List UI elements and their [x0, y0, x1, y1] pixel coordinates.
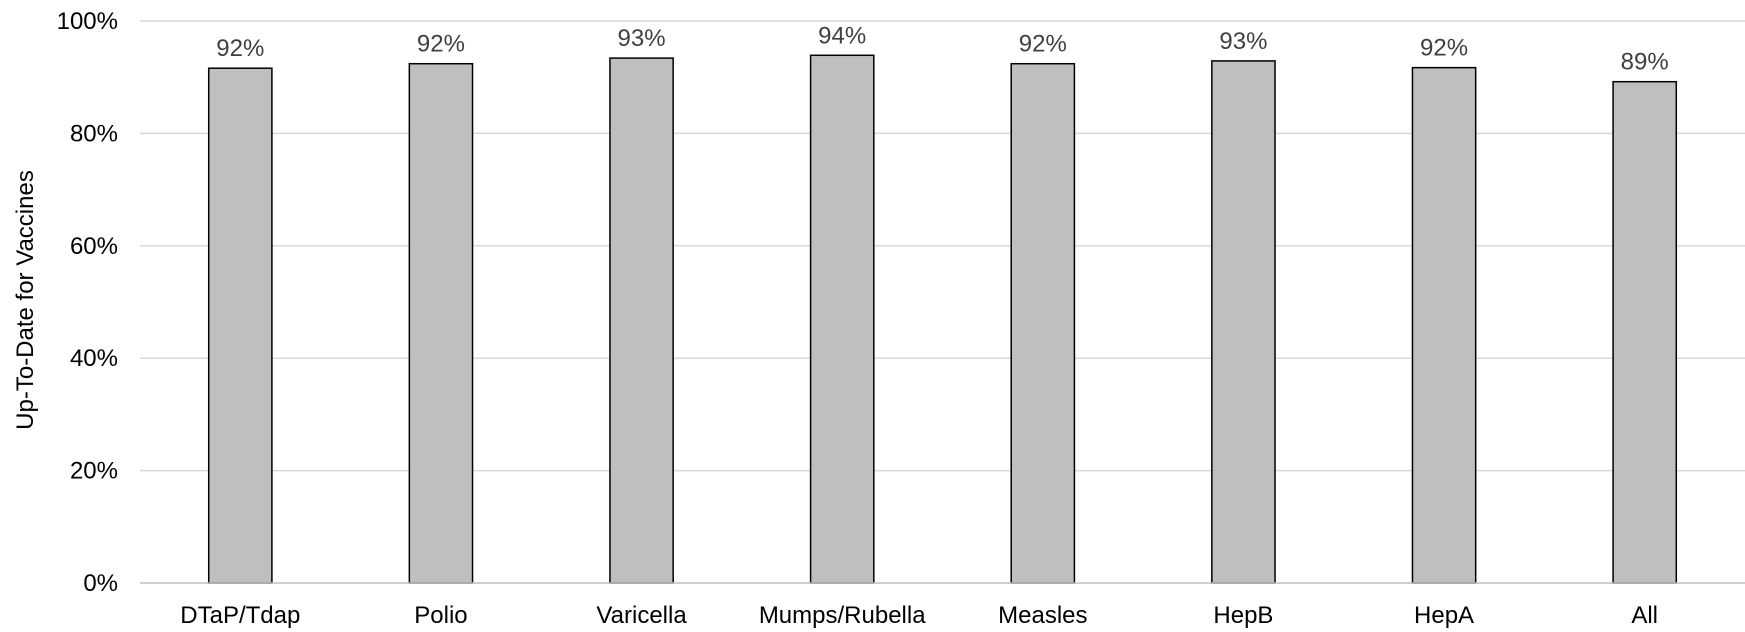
- x-category-label: All: [1631, 602, 1658, 629]
- bar: [1411, 66, 1477, 584]
- x-category-label: Measles: [998, 602, 1087, 629]
- x-category-label: Polio: [414, 602, 467, 629]
- y-tick-label: 100%: [57, 8, 118, 35]
- x-category-label: HepB: [1213, 602, 1273, 629]
- bar: [408, 62, 474, 584]
- bar: [1211, 60, 1276, 584]
- x-category-label: Varicella: [596, 602, 687, 629]
- y-tick-label: 40%: [70, 345, 118, 372]
- bar: [1612, 80, 1678, 584]
- data-labels: 92% 92% 93% 94% 92% 93% 92% 89%: [216, 22, 1668, 75]
- x-category-label: Mumps/Rubella: [759, 602, 926, 629]
- data-label: 94%: [818, 22, 866, 49]
- bar: [809, 54, 875, 584]
- data-label: 93%: [1219, 28, 1267, 55]
- data-label: 92%: [216, 35, 264, 62]
- gridlines: [140, 20, 1745, 472]
- y-tick-label: 0%: [83, 570, 118, 597]
- bar: [1010, 62, 1076, 584]
- x-category-label: DTaP/Tdap: [180, 602, 300, 629]
- x-category-label: HepA: [1414, 602, 1474, 629]
- data-label: 93%: [618, 25, 666, 52]
- bar: [207, 67, 273, 584]
- data-label: 89%: [1621, 49, 1669, 76]
- y-tick-label: 80%: [70, 120, 118, 147]
- data-label: 92%: [1420, 35, 1468, 62]
- y-tick-label: 60%: [70, 233, 118, 260]
- y-axis-title: Up-To-Date for Vaccines: [12, 170, 39, 430]
- data-label: 92%: [417, 31, 465, 58]
- y-tick-label: 20%: [70, 458, 118, 485]
- bar: [609, 57, 674, 584]
- bars: [207, 54, 1678, 584]
- x-axis-category-labels: DTaP/Tdap Polio Varicella Mumps/Rubella Meas…: [180, 602, 1658, 629]
- y-axis-tick-labels: 0% 20% 40% 60% 80% 100%: [57, 8, 118, 597]
- data-label: 92%: [1019, 31, 1067, 58]
